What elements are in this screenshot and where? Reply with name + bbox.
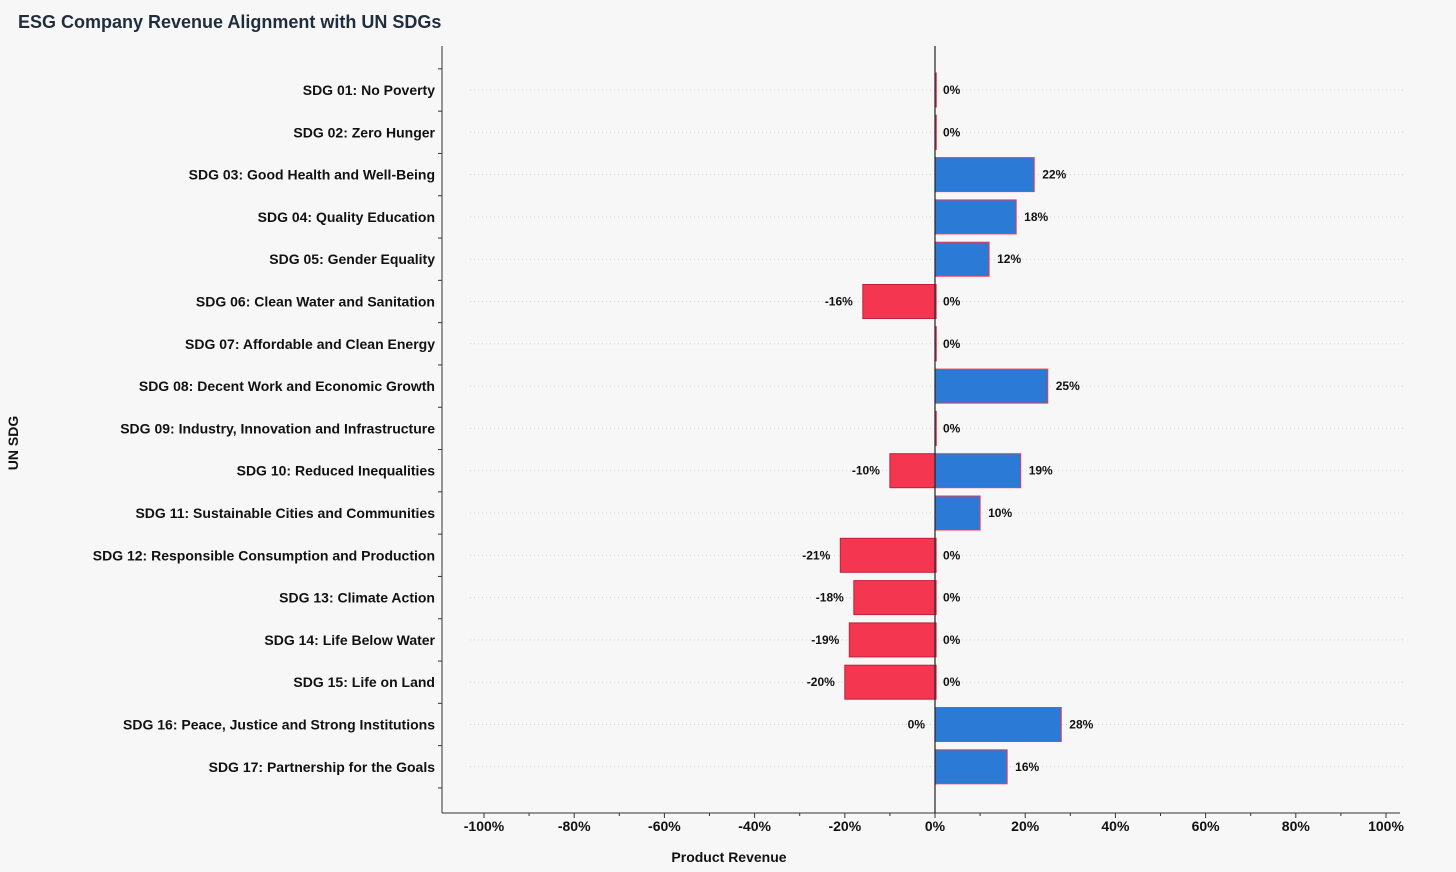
category-label: SDG 14: Life Below Water xyxy=(264,632,435,648)
category-label: SDG 09: Industry, Innovation and Infrast… xyxy=(120,420,435,436)
data-label: 0% xyxy=(943,633,961,647)
data-label: 28% xyxy=(1069,718,1093,732)
bar xyxy=(862,284,936,319)
data-label: 16% xyxy=(1015,760,1039,774)
data-label: -10% xyxy=(852,464,880,478)
category-label: SDG 07: Affordable and Clean Energy xyxy=(185,336,435,352)
bar xyxy=(934,157,1035,193)
x-tick-label: 40% xyxy=(1101,818,1130,834)
x-tick-label: -20% xyxy=(828,818,861,834)
bar xyxy=(934,368,1049,404)
x-tick-label: 20% xyxy=(1011,818,1040,834)
data-label: 0% xyxy=(908,718,926,732)
bar xyxy=(934,453,1022,489)
category-label: SDG 08: Decent Work and Economic Growth xyxy=(139,378,435,394)
bar xyxy=(889,453,936,489)
data-label: 19% xyxy=(1029,464,1053,478)
data-label: 0% xyxy=(943,421,961,435)
bar xyxy=(844,664,936,700)
y-axis-title: UN SDG xyxy=(5,416,21,471)
bar xyxy=(934,495,981,531)
data-label: 22% xyxy=(1042,168,1066,182)
category-label: SDG 12: Responsible Consumption and Prod… xyxy=(93,547,435,563)
data-label: 10% xyxy=(988,506,1012,520)
data-label: -20% xyxy=(807,675,835,689)
category-label: SDG 03: Good Health and Well-Being xyxy=(189,167,435,183)
x-tick-label: 100% xyxy=(1368,818,1404,834)
data-label: -16% xyxy=(825,295,853,309)
category-label: SDG 11: Sustainable Cities and Communiti… xyxy=(135,505,435,521)
data-label: 0% xyxy=(943,591,961,605)
category-label: SDG 13: Climate Action xyxy=(279,590,435,606)
category-label: SDG 05: Gender Equality xyxy=(269,251,435,267)
x-tick-label: -60% xyxy=(648,818,681,834)
chart-title: ESG Company Revenue Alignment with UN SD… xyxy=(18,12,442,32)
bar xyxy=(848,622,936,658)
data-label: 12% xyxy=(997,252,1021,266)
data-label: 0% xyxy=(943,548,961,562)
data-label: 0% xyxy=(943,125,961,139)
x-tick-label: 80% xyxy=(1282,818,1311,834)
data-label: 0% xyxy=(943,83,961,97)
category-label: SDG 01: No Poverty xyxy=(303,82,435,98)
bar xyxy=(934,199,1017,235)
x-tick-label: -80% xyxy=(558,818,591,834)
category-label: SDG 10: Reduced Inequalities xyxy=(237,463,436,479)
data-label: 0% xyxy=(943,675,961,689)
x-tick-label: 0% xyxy=(925,818,946,834)
bar xyxy=(853,580,936,616)
data-label: 0% xyxy=(943,337,961,351)
category-label: SDG 15: Life on Land xyxy=(293,674,435,690)
x-tick-label: -100% xyxy=(464,818,505,834)
data-label: 0% xyxy=(943,295,961,309)
category-label: SDG 02: Zero Hunger xyxy=(293,124,435,140)
data-label: -21% xyxy=(802,548,830,562)
bar xyxy=(934,749,1008,785)
x-axis-title: Product Revenue xyxy=(671,849,786,865)
x-tick-label: -40% xyxy=(738,818,771,834)
bar xyxy=(934,707,1062,742)
bar xyxy=(839,537,936,573)
data-label: 18% xyxy=(1024,210,1048,224)
data-label: -19% xyxy=(811,633,839,647)
x-tick-label: 60% xyxy=(1192,818,1221,834)
category-label: SDG 16: Peace, Justice and Strong Instit… xyxy=(123,717,435,733)
category-label: SDG 06: Clean Water and Sanitation xyxy=(196,294,435,310)
category-label: SDG 04: Quality Education xyxy=(258,209,435,225)
data-label: -18% xyxy=(816,591,844,605)
bar xyxy=(934,241,990,277)
data-label: 25% xyxy=(1056,379,1080,393)
category-label: SDG 17: Partnership for the Goals xyxy=(209,759,436,775)
